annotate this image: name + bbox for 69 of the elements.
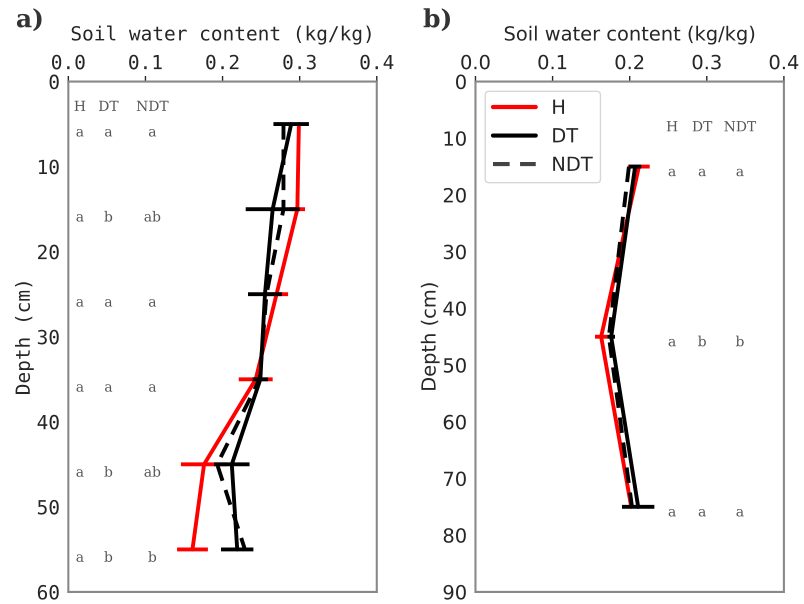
x-tick-label: 0.1 bbox=[538, 54, 566, 70]
annotation: H bbox=[74, 100, 86, 111]
y-tick-label: 90 bbox=[444, 584, 466, 600]
x-tick-label: 0.0 bbox=[461, 54, 490, 70]
annotation: a bbox=[668, 508, 676, 517]
y-tick-label: 60 bbox=[444, 414, 466, 430]
annotation: b bbox=[104, 466, 112, 477]
annotation: a bbox=[76, 299, 84, 307]
annotation: a bbox=[76, 214, 84, 222]
y-tick-label: 10 bbox=[38, 160, 59, 174]
y-tick-label: 40 bbox=[443, 301, 466, 316]
legend-label: H bbox=[553, 100, 564, 114]
x-tick-label: 0.2 bbox=[616, 54, 644, 70]
y-tick-label: 20 bbox=[444, 188, 466, 203]
annotation: a bbox=[148, 384, 156, 392]
annotation: a bbox=[76, 469, 84, 477]
annotation: ab bbox=[144, 466, 160, 477]
annotation: a bbox=[698, 168, 706, 176]
x-tick-label: 0.0 bbox=[52, 54, 85, 70]
annotation: NDT bbox=[136, 100, 169, 112]
annotation: a bbox=[76, 384, 84, 392]
text: b) bbox=[424, 8, 450, 32]
x-tick-label: 0.4 bbox=[360, 54, 394, 70]
y-axis-title: Depth (cm) bbox=[420, 283, 440, 390]
annotation: a bbox=[668, 168, 676, 176]
y-tick-label: 80 bbox=[444, 528, 466, 543]
legend-label: DT bbox=[553, 128, 578, 142]
y-tick-label: 50 bbox=[444, 358, 466, 373]
annotation: a bbox=[76, 129, 84, 137]
y-axis-title: Depth (cm) bbox=[15, 282, 34, 394]
series-label: NDT bbox=[553, 156, 593, 171]
annotation: b bbox=[148, 551, 156, 562]
x-tick-label: 0.1 bbox=[129, 54, 162, 70]
y-tick-label: 0 bbox=[50, 74, 59, 90]
annotation: a bbox=[76, 554, 84, 562]
annotation: DT bbox=[99, 100, 118, 111]
x-tick-label: 0.2 bbox=[206, 54, 238, 70]
y-tick-label: 20 bbox=[38, 244, 59, 260]
annotation: a bbox=[698, 508, 706, 517]
annotation: b bbox=[104, 210, 112, 222]
y-tick-label: 10 bbox=[444, 131, 466, 146]
annotation: a bbox=[104, 129, 112, 137]
text: a) bbox=[16, 8, 42, 32]
annotation: a bbox=[148, 129, 156, 137]
y-tick-label: 60 bbox=[38, 584, 59, 600]
annotation: NDT bbox=[724, 121, 756, 132]
x-axis-title: Soil water content (kg/kg) bbox=[504, 26, 754, 45]
y-tick-label: 30 bbox=[38, 330, 59, 344]
annotation: H bbox=[666, 121, 678, 132]
annotation: a bbox=[148, 299, 156, 307]
y-tick-label: 0 bbox=[456, 74, 466, 90]
y-tick-label: 30 bbox=[444, 244, 466, 260]
annotation: a bbox=[736, 168, 744, 176]
annotation: b bbox=[104, 551, 112, 562]
annotation: a bbox=[736, 508, 744, 517]
annotation: b bbox=[698, 336, 706, 346]
x-tick-label: 0.4 bbox=[770, 54, 798, 70]
annotation: b bbox=[736, 336, 744, 346]
annotation: a bbox=[104, 299, 112, 307]
annotation: a bbox=[104, 384, 112, 392]
x-tick-label: 0.3 bbox=[692, 54, 721, 70]
y-tick-label: 50 bbox=[38, 500, 59, 515]
y-tick-label: 40 bbox=[38, 414, 59, 430]
x-tick-label: 0.3 bbox=[283, 54, 316, 70]
y-tick-label: 70 bbox=[444, 471, 466, 486]
annotation: ab bbox=[144, 210, 160, 222]
annotation: DT bbox=[692, 121, 712, 132]
annotation: a bbox=[668, 338, 676, 346]
x-axis-title: Soil water content (kg/kg) bbox=[72, 26, 371, 45]
